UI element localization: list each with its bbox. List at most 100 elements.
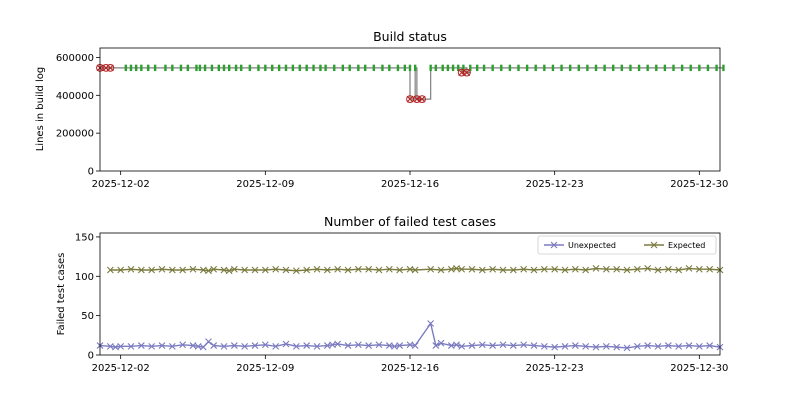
expected-marker <box>385 265 393 273</box>
pass-marker <box>568 64 572 72</box>
pass-marker <box>525 64 529 72</box>
y-tick-label: 150 <box>75 232 94 243</box>
expected-marker <box>179 266 187 274</box>
unexpected-marker <box>427 320 435 327</box>
pass-marker <box>620 64 624 72</box>
unexpected-marker <box>551 343 559 351</box>
unexpected-marker <box>695 342 703 350</box>
pass-marker <box>298 64 301 72</box>
expected-marker <box>520 265 528 273</box>
x-tick-label: 2025-12-30 <box>670 363 728 374</box>
pass-marker <box>500 64 503 72</box>
pass-marker <box>372 64 376 72</box>
pass-marker <box>469 64 472 72</box>
unexpected-marker <box>530 342 538 349</box>
pass-marker <box>147 64 150 72</box>
fail-marker-ring <box>418 95 426 103</box>
pass-marker <box>457 64 460 72</box>
unexpected-marker <box>509 342 517 349</box>
expected-marker <box>292 267 300 275</box>
fail-marker <box>418 95 426 103</box>
unexpected-marker <box>675 342 683 350</box>
unexpected-marker <box>375 341 383 349</box>
pass-marker <box>277 64 281 72</box>
expected-marker <box>489 265 497 273</box>
unexpected-marker <box>623 344 631 352</box>
pass-marker <box>577 64 580 72</box>
pass-marker <box>357 64 360 72</box>
pass-marker <box>551 64 555 72</box>
unexpected-marker <box>117 342 125 350</box>
expected-marker <box>127 265 135 273</box>
expected-marker <box>633 265 641 273</box>
expected-marker <box>241 266 249 274</box>
pass-marker <box>234 64 238 72</box>
expected-marker <box>509 266 517 274</box>
pass-marker <box>348 64 351 72</box>
pass-marker <box>543 64 546 72</box>
expected-marker <box>411 266 419 274</box>
unexpected-marker <box>633 342 641 350</box>
unexpected-marker <box>158 342 166 349</box>
expected-marker <box>272 265 280 273</box>
unexpected-marker <box>437 339 445 347</box>
unexpected-marker <box>148 342 156 350</box>
expected-marker <box>334 265 342 273</box>
pass-marker <box>663 64 667 72</box>
expected-marker <box>225 267 233 275</box>
pass-marker <box>164 64 167 72</box>
y-tick-label: 50 <box>81 311 94 322</box>
pass-marker <box>646 64 649 72</box>
unexpected-marker <box>168 342 176 350</box>
pass-marker <box>586 64 589 72</box>
expected-marker <box>530 266 538 274</box>
fail-marker-ring <box>106 63 115 72</box>
fail-marker <box>463 69 471 76</box>
pass-marker <box>171 64 174 72</box>
chart-title: Number of failed test cases <box>324 214 496 229</box>
expected-marker <box>303 266 311 274</box>
pass-marker <box>517 64 520 72</box>
expected-marker <box>251 266 259 274</box>
pass-marker <box>312 64 315 72</box>
unexpected-marker <box>199 343 207 351</box>
unexpected-marker <box>241 342 249 350</box>
unexpected-marker <box>602 342 610 350</box>
pass-marker <box>140 64 143 72</box>
unexpected-marker <box>592 343 600 351</box>
pass-marker <box>305 64 308 72</box>
unexpected-marker <box>210 342 218 349</box>
y-axis-label: Lines in build log <box>35 67 46 152</box>
unexpected-marker <box>458 342 466 350</box>
expected-marker <box>205 267 212 275</box>
expected-marker <box>706 265 714 273</box>
pass-marker <box>482 64 486 72</box>
x-tick-label: 2025-12-09 <box>236 363 294 374</box>
expected-marker <box>685 265 693 272</box>
unexpected-marker <box>205 338 212 346</box>
unexpected-marker <box>354 341 362 349</box>
unexpected-marker <box>411 342 419 349</box>
expected-marker <box>499 266 507 274</box>
failed-tests-chart: Number of failed test cases Failed test … <box>56 214 728 374</box>
pass-marker <box>240 64 243 72</box>
pass-marker <box>408 64 412 72</box>
pass-marker <box>413 64 417 72</box>
expected-marker <box>458 265 466 273</box>
pass-marker <box>222 64 226 72</box>
pass-marker <box>451 64 455 72</box>
pass-marker <box>124 64 128 72</box>
legend-label-unexpected: Unexpected <box>568 241 616 250</box>
pass-marker <box>612 64 615 72</box>
pass-marker <box>655 64 658 72</box>
chart-title: Build status <box>373 29 447 44</box>
pass-marker <box>388 64 391 72</box>
expected-marker <box>623 266 631 274</box>
expected-marker <box>396 266 404 274</box>
expected-marker <box>592 265 600 272</box>
unexpected-marker <box>432 342 440 349</box>
pass-marker <box>333 64 336 72</box>
expected-marker <box>437 266 445 274</box>
x-tick-label: 2025-12-23 <box>526 363 584 374</box>
expected-marker <box>137 266 145 274</box>
